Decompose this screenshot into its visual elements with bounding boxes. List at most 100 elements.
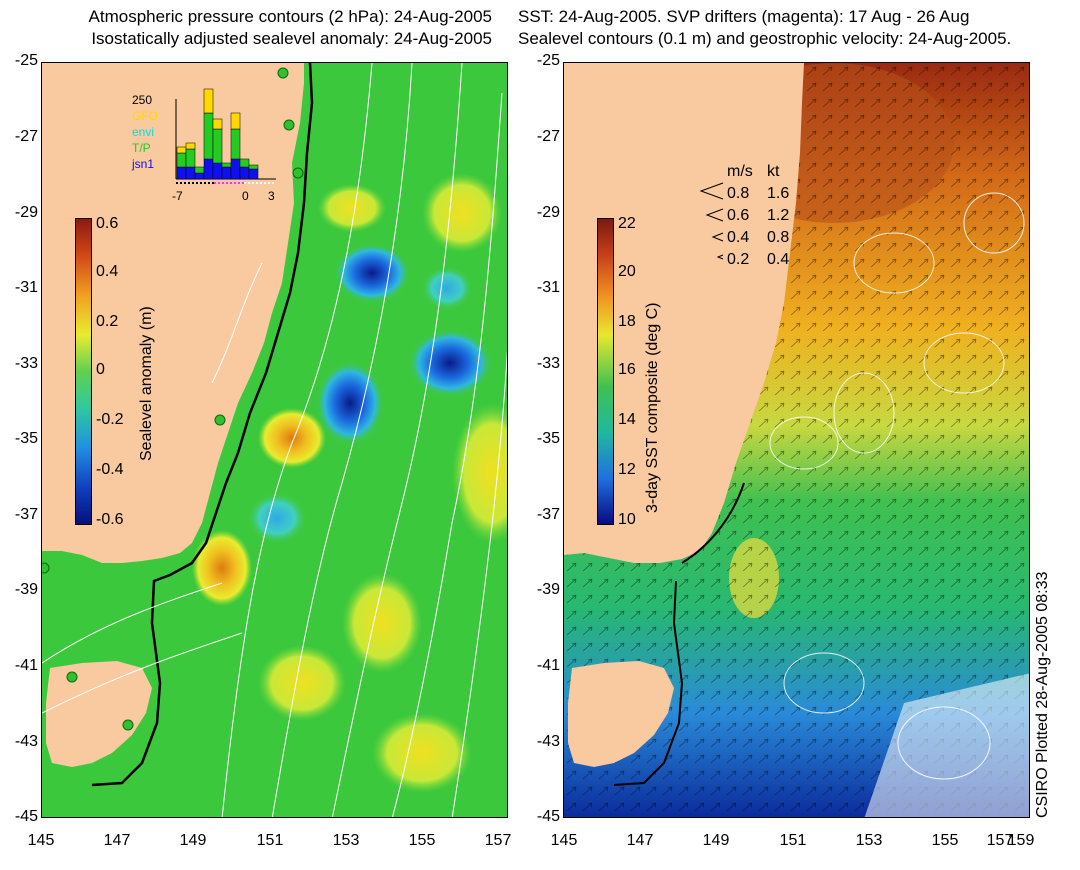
lat-tick: -27 (536, 128, 560, 145)
sst-colorbar-tick: 12 (618, 461, 636, 478)
australia-mainland (42, 63, 304, 563)
cold-eddy (421, 266, 473, 310)
lon-tick: 145 (27, 832, 55, 849)
lat-tick: -35 (14, 430, 38, 447)
warm-eddy (192, 530, 252, 606)
pressure-contours (42, 63, 507, 817)
left-title-line1: Atmospheric pressure contours (2 hPa): 2… (88, 7, 492, 26)
lat-tick: -25 (14, 52, 38, 69)
australia-mainland (564, 63, 804, 563)
legend-header-ms: m/s (727, 163, 753, 180)
sealevel-colorbar-tick: 0 (96, 361, 105, 378)
lat-tick: -33 (536, 355, 560, 372)
warm-eddy (422, 173, 502, 253)
lat-tick: -43 (14, 733, 38, 750)
lat-tick: -29 (536, 204, 560, 221)
lat-tick: -31 (14, 279, 38, 296)
lon-tick: 157 (484, 832, 512, 849)
inset-series-tp: T/P (132, 141, 151, 155)
inset-x-tick: -7 (172, 189, 183, 203)
lon-tick: 151 (256, 832, 284, 849)
lon-tick: 155 (408, 832, 436, 849)
warm-eddy (342, 573, 422, 673)
cold-eddy (334, 243, 410, 303)
lon-tick: 151 (779, 832, 807, 849)
lat-tick: -43 (536, 733, 560, 750)
right-title: SST: 24-Aug-2005. SVP drifters (magenta)… (518, 6, 1078, 50)
tasmania (46, 661, 152, 767)
legend-ms: 0.6 (727, 207, 750, 224)
lat-tick: -45 (14, 808, 38, 825)
lon-tick: 145 (550, 832, 578, 849)
inset-series-jsn1: jsn1 (132, 157, 155, 171)
lat-tick: -29 (14, 204, 38, 221)
inset-series-envi: envi (132, 125, 155, 139)
tasmania (568, 661, 674, 767)
sealevel-colorbar-tick: 0.2 (96, 313, 119, 330)
tide-gauge-markers (42, 67, 304, 731)
lat-tick: -39 (536, 581, 560, 598)
sst-svg (564, 63, 1029, 817)
sst-colorbar-tick: 20 (618, 263, 636, 280)
lon-tick: 157 (986, 832, 1014, 849)
cold-eddy (408, 329, 492, 397)
lat-tick: -27 (14, 128, 38, 145)
left-title-line2: Isostatically adjusted sealevel anomaly:… (91, 29, 492, 48)
legend-header-kt: kt (767, 163, 780, 180)
cloud-gap (864, 673, 1029, 817)
sealevel-colorbar-tick: 0.6 (96, 215, 119, 232)
legend-ms: 0.4 (727, 229, 750, 246)
legend-kt: 0.8 (767, 229, 790, 246)
inset-series-gfo: GFO (132, 109, 158, 123)
cold-eddy (247, 492, 307, 544)
sealevel-colorbar-label: Sealevel anomaly (m) (138, 306, 155, 461)
sealevel-colorbar (75, 218, 92, 525)
sst-colorbar-tick: 16 (618, 361, 636, 378)
sst-colorbar-label: 3-day SST composite (deg C) (644, 302, 661, 513)
lon-tick: 153 (332, 832, 360, 849)
sealevel-colorbar-tick: -0.4 (96, 461, 124, 478)
lon-tick: 147 (103, 832, 131, 849)
sealevel-colorbar-tick: -0.6 (96, 511, 124, 528)
sealevel-colorbar-tick: 0.4 (96, 263, 119, 280)
legend-ms: 0.2 (727, 251, 750, 268)
inset-x-tick: 3 (268, 189, 275, 203)
legend-kt: 1.6 (767, 185, 790, 202)
sealevel-anomaly-map: 0.6 0.4 0.2 0 -0.2 -0.4 -0.6 Sealevel an… (41, 62, 508, 818)
lat-tick: -33 (14, 355, 38, 372)
lon-tick: 159 (1007, 832, 1035, 849)
lon-tick: 149 (179, 832, 207, 849)
lon-tick: 153 (855, 832, 883, 849)
warm-eddy (258, 645, 346, 721)
legend-kt: 0.4 (767, 251, 790, 268)
sst-map: 22 20 18 16 14 12 10 3-day SST composite… (563, 62, 1030, 818)
shelf-contour (91, 63, 314, 787)
warm-eddy (372, 713, 472, 793)
lon-tick: 155 (931, 832, 959, 849)
inset-y-label: 250 (132, 93, 153, 107)
lat-tick: -45 (536, 808, 560, 825)
inset-histogram (175, 88, 276, 184)
lat-tick: -35 (536, 430, 560, 447)
legend-ms: 0.8 (727, 185, 750, 202)
lat-tick: -31 (536, 279, 560, 296)
sst-colorbar-tick: 18 (618, 313, 636, 330)
sealevel-anomaly-svg (42, 63, 507, 817)
lat-tick: -41 (14, 657, 38, 674)
sst-colorbar (597, 218, 614, 525)
warm-eddy (452, 403, 507, 543)
left-title: Atmospheric pressure contours (2 hPa): 2… (40, 6, 492, 50)
sst-colorbar-tick: 14 (618, 411, 636, 428)
legend-kt: 1.2 (767, 207, 790, 224)
sst-colorbar-tick: 10 (618, 511, 636, 528)
lon-tick: 149 (702, 832, 730, 849)
right-title-line1: SST: 24-Aug-2005. SVP drifters (magenta)… (518, 7, 970, 26)
lat-tick: -39 (14, 581, 38, 598)
sealevel-colorbar-tick: -0.2 (96, 411, 124, 428)
warm-eddy (318, 184, 386, 232)
warm-eddy (258, 408, 326, 468)
lon-tick: 147 (626, 832, 654, 849)
sst-colorbar-tick: 22 (618, 215, 636, 232)
lat-tick: -37 (536, 506, 560, 523)
cold-eddy (316, 361, 384, 445)
